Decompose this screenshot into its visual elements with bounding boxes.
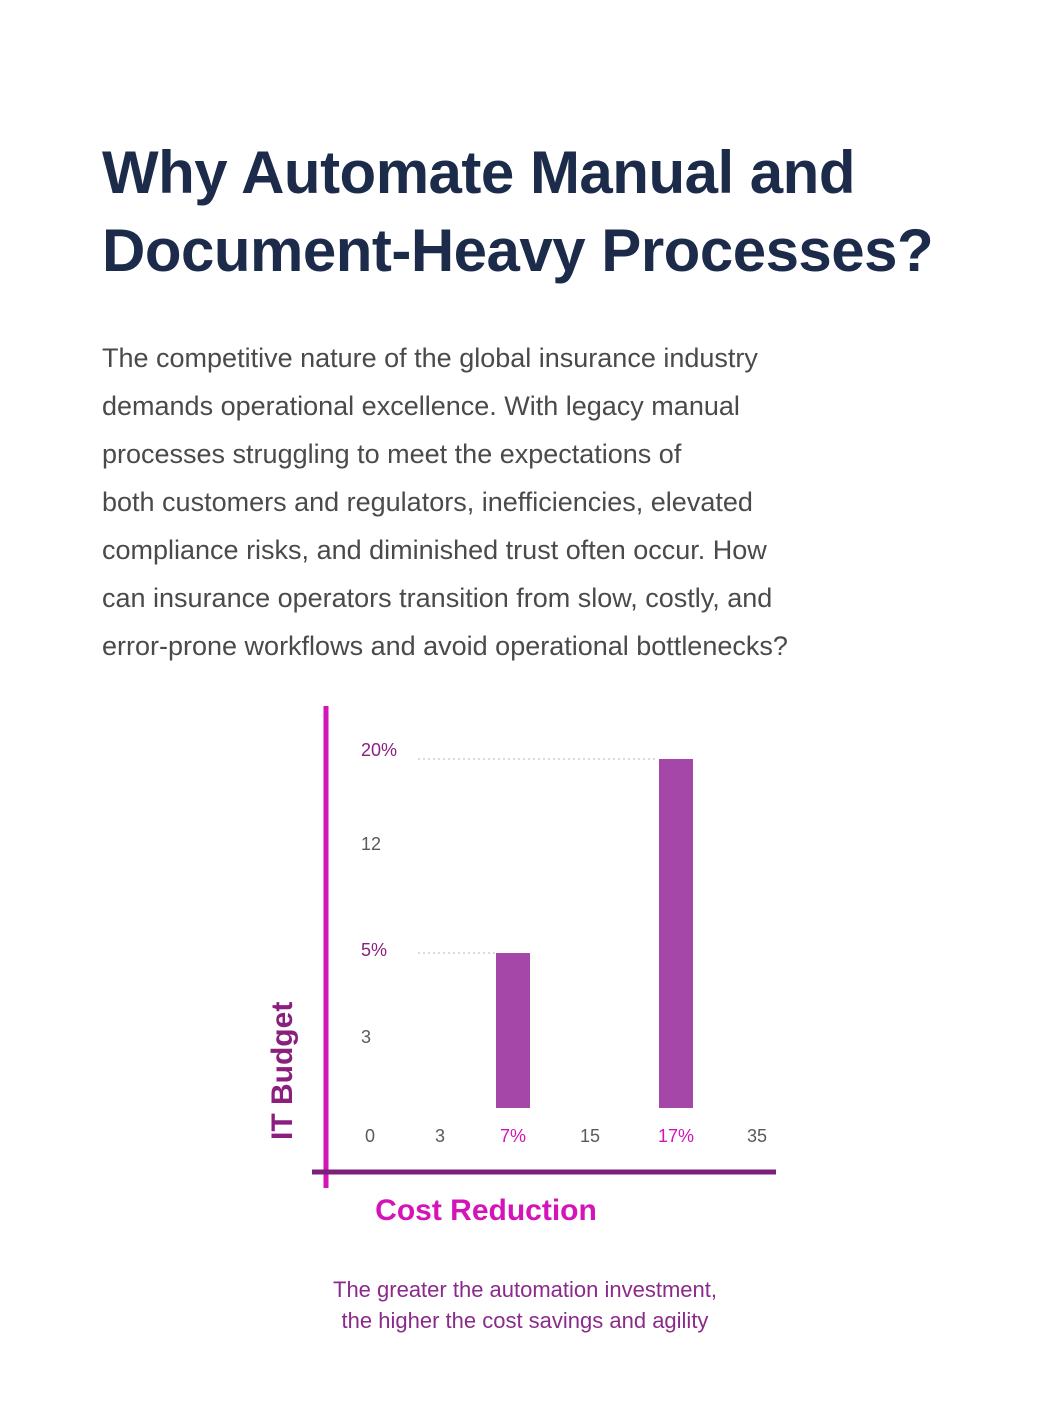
y-tick-label: 12 [361, 834, 381, 854]
x-axis-label: Cost Reduction [375, 1194, 597, 1227]
bar [659, 759, 693, 1108]
intro-line: processes struggling to meet the expecta… [102, 439, 682, 469]
x-tick-label: 0 [365, 1126, 375, 1146]
caption-line: The greater the automation investment, [333, 1277, 717, 1302]
intro-line: can insurance operators transition from … [102, 583, 773, 613]
chart-caption: The greater the automation investment, t… [0, 1274, 1050, 1336]
bar [496, 953, 530, 1108]
x-tick-label: 17% [658, 1126, 694, 1146]
y-tick-label: 20% [361, 740, 397, 760]
page-title-line: Document-Heavy Processes? [102, 217, 934, 284]
intro-line: demands operational excellence. With leg… [102, 391, 740, 421]
x-tick-label: 3 [435, 1126, 445, 1146]
intro-paragraph: The competitive nature of the global ins… [102, 334, 962, 670]
x-tick-label: 7% [500, 1126, 526, 1146]
x-tick-label: 35 [747, 1126, 767, 1146]
intro-line: both customers and regulators, inefficie… [102, 487, 753, 517]
y-axis-label: IT Budget [266, 1002, 299, 1140]
intro-line: The competitive nature of the global ins… [102, 343, 758, 373]
caption-line: the higher the cost savings and agility [341, 1308, 709, 1333]
y-tick-label: 5% [361, 940, 387, 960]
page-title-line: Why Automate Manual and [102, 139, 855, 206]
intro-line: compliance risks, and diminished trust o… [102, 535, 767, 565]
page-title: Why Automate Manual and Document-Heavy P… [102, 134, 1002, 290]
x-tick-label: 15 [580, 1126, 600, 1146]
intro-line: error-prone workflows and avoid operatio… [102, 631, 788, 661]
y-tick-label: 3 [361, 1027, 371, 1047]
bar-chart: 3 5% 12 20% 0 3 7% 15 17% 35 IT Budget Cost Redu… [266, 706, 776, 1227]
